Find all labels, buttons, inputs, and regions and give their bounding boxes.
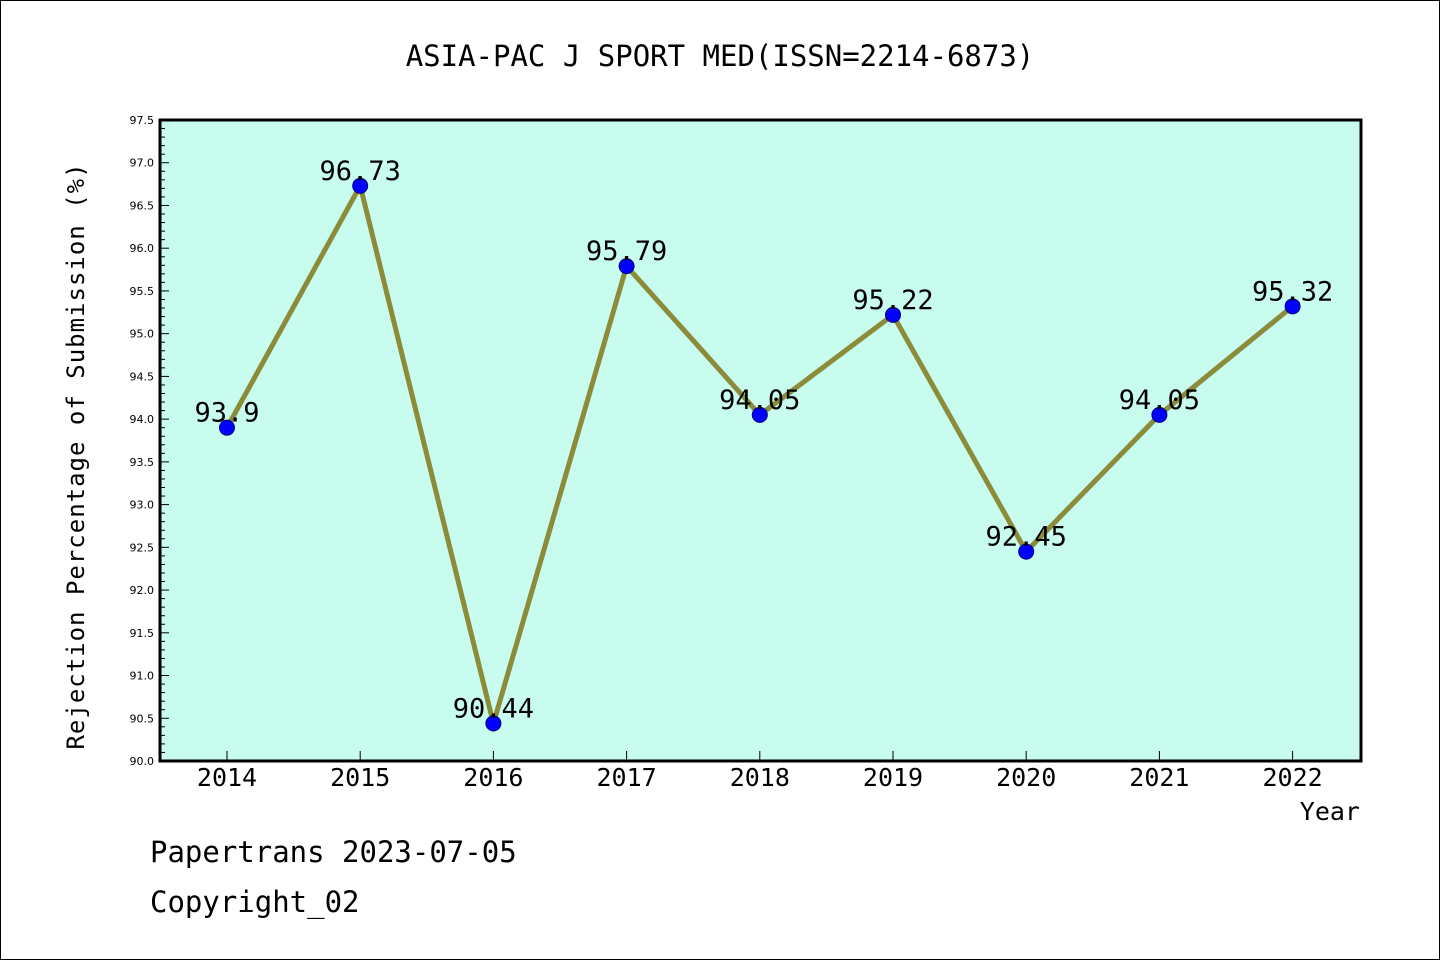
chart-title: ASIA-PAC J SPORT MED(ISSN=2214-6873) xyxy=(406,39,1035,73)
y-tick-label: 96.0 xyxy=(130,242,155,255)
data-label: 94.05 xyxy=(719,385,800,416)
data-label: 90.44 xyxy=(453,693,534,724)
y-tick-label: 93.0 xyxy=(130,499,155,512)
copyright-note: Copyright_02 xyxy=(150,885,360,919)
data-point xyxy=(485,715,502,732)
plot-area xyxy=(160,120,1361,761)
x-tick-label: 2014 xyxy=(197,763,257,792)
y-tick-label: 94.5 xyxy=(130,370,155,383)
y-tick-label: 95.0 xyxy=(130,328,155,341)
x-tick-label: 2022 xyxy=(1262,763,1322,792)
y-tick-label: 96.5 xyxy=(130,199,155,212)
x-tick-label: 2019 xyxy=(863,763,923,792)
y-tick-label: 91.5 xyxy=(130,627,155,640)
plot-border xyxy=(158,118,1363,763)
data-point xyxy=(1018,543,1035,560)
y-tick-label: 93.5 xyxy=(130,456,155,469)
y-tick-label: 90.0 xyxy=(130,755,155,768)
data-point xyxy=(1284,298,1301,315)
y-tick-label: 92.0 xyxy=(130,584,155,597)
x-tick-label: 2017 xyxy=(596,763,656,792)
x-tick-label: 2016 xyxy=(463,763,523,792)
x-tick-label: 2020 xyxy=(996,763,1056,792)
data-point xyxy=(219,419,235,436)
x-axis: 2014 2015 2016 2017 2018 2019 2020 2021 2022 xyxy=(197,751,1323,792)
data-point xyxy=(885,306,901,323)
data-label: 96.73 xyxy=(320,156,401,187)
y-axis-title: Rejection Percentage of Submission (%) xyxy=(62,162,90,749)
x-tick-label: 2021 xyxy=(1129,763,1189,792)
data-label: 95.79 xyxy=(586,236,667,267)
data-label: 94.05 xyxy=(1119,385,1200,416)
data-points xyxy=(219,177,1301,732)
source-note: Papertrans 2023-07-05 xyxy=(150,835,517,869)
data-label: 93.9 xyxy=(194,398,259,429)
data-label: 92.45 xyxy=(986,522,1067,553)
data-point xyxy=(352,177,369,194)
y-tick-label: 94.0 xyxy=(130,413,155,426)
data-point xyxy=(1151,406,1168,423)
y-tick-label: 92.5 xyxy=(130,541,155,554)
x-tick-label: 2018 xyxy=(730,763,790,792)
y-tick-label: 97.0 xyxy=(130,157,155,170)
data-point xyxy=(751,406,768,423)
y-tick-label: 97.5 xyxy=(130,114,155,127)
data-label: 95.22 xyxy=(852,285,933,316)
x-tick-label: 2015 xyxy=(330,763,390,792)
x-axis-title: Year xyxy=(1300,797,1360,826)
y-tick-label: 91.0 xyxy=(130,670,155,683)
data-label: 95.32 xyxy=(1252,276,1333,307)
y-tick-label: 95.5 xyxy=(130,285,155,298)
data-labels: 93.9 96.73 90.44 95.79 94.05 95.22 92.45 94.05 9… xyxy=(194,156,1333,725)
y-tick-label: 90.5 xyxy=(130,712,155,725)
data-point xyxy=(618,258,635,275)
